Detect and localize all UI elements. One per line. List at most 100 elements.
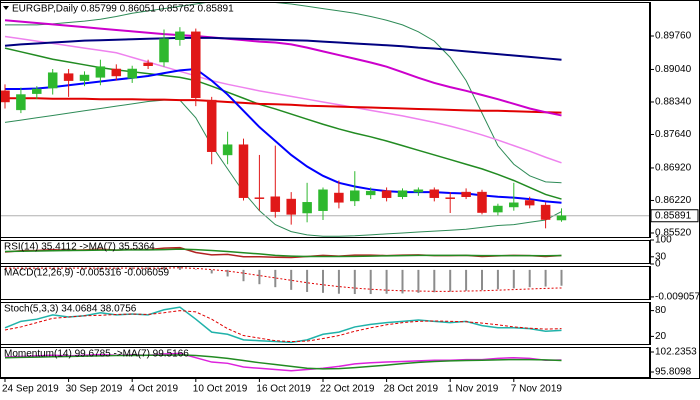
macd-bar [163, 266, 165, 270]
macd-bar [385, 269, 388, 294]
y-tick-label: 0.88340 [655, 97, 692, 108]
candle-body [365, 190, 376, 196]
macd-bar [290, 269, 293, 290]
candle-body [222, 144, 233, 156]
macd-bar [353, 269, 356, 295]
y-tick-label: 20 [655, 331, 667, 342]
macd-bar [433, 269, 436, 293]
candle-body [16, 94, 26, 111]
candle-body [111, 68, 122, 77]
candle-body [509, 202, 519, 208]
candle-body [445, 197, 455, 199]
candle-body [397, 190, 408, 197]
y-tick-label: 102.2353 [655, 347, 697, 358]
y-tick-label: -0.009057 [655, 292, 700, 303]
x-tick-label: 1 Nov 2019 [447, 384, 499, 395]
macd-bar [401, 269, 404, 294]
indicator-title: Stoch(5,3,3) 34.0684 38.0756 [4, 304, 137, 315]
macd-bar [258, 269, 261, 285]
macd-bar [19, 268, 22, 270]
candle-body [63, 73, 74, 81]
collapse-icon [3, 6, 9, 10]
indicator-line [4, 354, 562, 370]
candle-body [477, 191, 487, 213]
macd-bar [481, 269, 483, 291]
y-tick-label: 0.89760 [655, 31, 692, 42]
x-tick-label: 10 Oct 2019 [193, 384, 248, 395]
macd-bar [35, 268, 38, 270]
panel [4, 306, 562, 344]
indicator-line [5, 2, 562, 184]
indicator-line [4, 248, 562, 258]
current-price-box [650, 209, 699, 223]
candle-body [302, 202, 312, 214]
macd-bar [147, 267, 150, 270]
y-tick-label: 0.87640 [655, 129, 692, 140]
y-tick-label: 30 [655, 251, 667, 262]
candle-body [334, 192, 344, 203]
candle-body [524, 200, 535, 206]
macd-bar [465, 269, 468, 291]
candle-body [32, 88, 42, 94]
indicator-line [4, 352, 562, 372]
candle-body [175, 31, 185, 40]
y-tick-label: 100 [655, 235, 672, 246]
candle-body [143, 62, 153, 66]
candle-body [270, 196, 281, 212]
candle-body [381, 190, 392, 198]
candle-body [286, 198, 296, 215]
macd-bar [115, 267, 118, 270]
candle-body [127, 68, 137, 79]
x-tick-label: 4 Oct 2019 [129, 384, 178, 395]
y-tick-label: 0.89040 [655, 64, 692, 75]
candle-body [206, 99, 217, 152]
candle-body [0, 90, 10, 103]
candle-body [493, 205, 503, 213]
candle-body [318, 189, 328, 211]
y-tick-label: 0.86920 [655, 163, 692, 174]
candle-body [461, 191, 471, 197]
macd-bar [306, 269, 309, 292]
macd-bar [322, 269, 324, 293]
candle-body [540, 204, 551, 220]
macd-bar [67, 268, 70, 270]
indicator-line [4, 99, 562, 237]
x-tick-label: 28 Oct 2019 [384, 384, 439, 395]
macd-bar [178, 266, 181, 270]
candle-body [413, 189, 424, 193]
panel [4, 246, 562, 259]
indicator-line [4, 36, 562, 61]
candle-body [79, 74, 90, 81]
macd-bar [560, 269, 563, 286]
chart-title: EURGBP,Daily 0.85799 0.86051 0.85762 0.8… [12, 4, 234, 15]
candle-body [47, 72, 58, 89]
panel [4, 352, 562, 372]
x-tick-label: 7 Nov 2019 [511, 384, 563, 395]
macd-bar [417, 269, 420, 293]
y-tick-label: 95.8098 [655, 367, 692, 378]
indicator-line [4, 35, 562, 164]
macd-bar [337, 269, 340, 294]
indicator-title: Momentum(14) 99.6785 ->MA(7) 99.5166 [4, 349, 189, 360]
indicator-line [5, 97, 562, 114]
x-tick-label: 30 Sep 2019 [66, 384, 123, 395]
macd-bar [226, 269, 229, 277]
indicator-title: RSI(14) 35.4112 ->MA(7) 35.5364 [4, 242, 155, 253]
current-price-label: 0.85891 [655, 210, 692, 221]
y-tick-label: 0 [655, 259, 661, 270]
macd-bar [194, 269, 197, 270]
x-tick-label: 22 Oct 2019 [320, 384, 375, 395]
macd-bar [512, 269, 515, 289]
indicator-line [4, 306, 562, 344]
y-tick-label: 80 [655, 305, 667, 316]
macd-bar [83, 268, 86, 270]
x-tick-label: 16 Oct 2019 [256, 384, 311, 395]
candle-body [254, 197, 265, 199]
macd-bar [449, 269, 452, 292]
macd-bar [528, 269, 531, 288]
macd-bar [4, 268, 6, 270]
macd-bar [51, 268, 54, 270]
